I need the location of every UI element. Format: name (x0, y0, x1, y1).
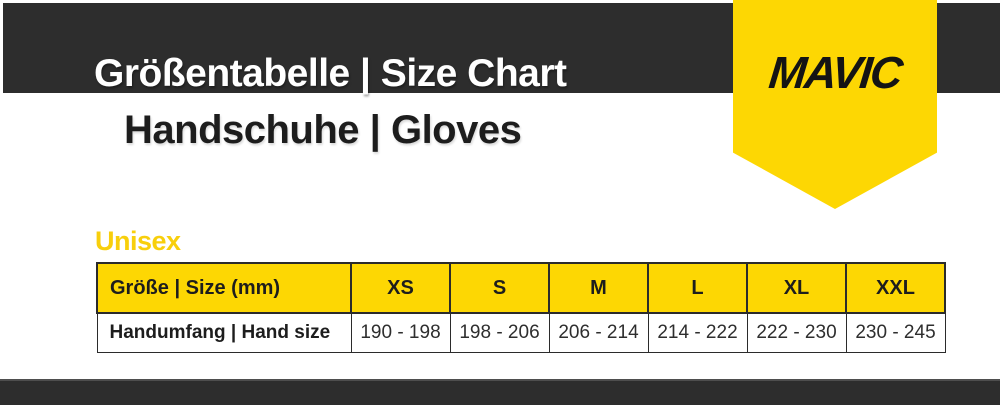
page-subtitle: Handschuhe | Gloves (124, 108, 522, 152)
size-table-header-row: Größe | Size (mm) XS S M L XL XXL (96, 262, 946, 314)
size-chart-table: Größe | Size (mm) XS S M L XL XXL Handum… (96, 262, 946, 353)
mavic-pennant-badge: MAVIC (733, 0, 937, 209)
cell-value-m: 206 - 214 (548, 312, 649, 353)
header-cell-xxl: XXL (845, 262, 946, 314)
cell-value-xs: 190 - 198 (350, 312, 451, 353)
header-cell-xs: XS (350, 262, 451, 314)
header-cell-l: L (647, 262, 748, 314)
header-cell-xl: XL (746, 262, 847, 314)
section-title-unisex: Unisex (95, 226, 181, 256)
bottom-banner (0, 379, 1000, 405)
header-cell-m: M (548, 262, 649, 314)
header-cell-size-label: Größe | Size (mm) (96, 262, 352, 314)
cell-value-l: 214 - 222 (647, 312, 748, 353)
header-cell-s: S (449, 262, 550, 314)
page-title: Größentabelle | Size Chart (94, 52, 567, 95)
cell-value-s: 198 - 206 (449, 312, 550, 353)
table-row-hand-size: Handumfang | Hand size 190 - 198 198 - 2… (96, 312, 946, 353)
mavic-logo: MAVIC (766, 47, 904, 98)
cell-value-xxl: 230 - 245 (845, 312, 946, 353)
cell-value-xl: 222 - 230 (746, 312, 847, 353)
row-label-hand-size: Handumfang | Hand size (96, 312, 352, 353)
